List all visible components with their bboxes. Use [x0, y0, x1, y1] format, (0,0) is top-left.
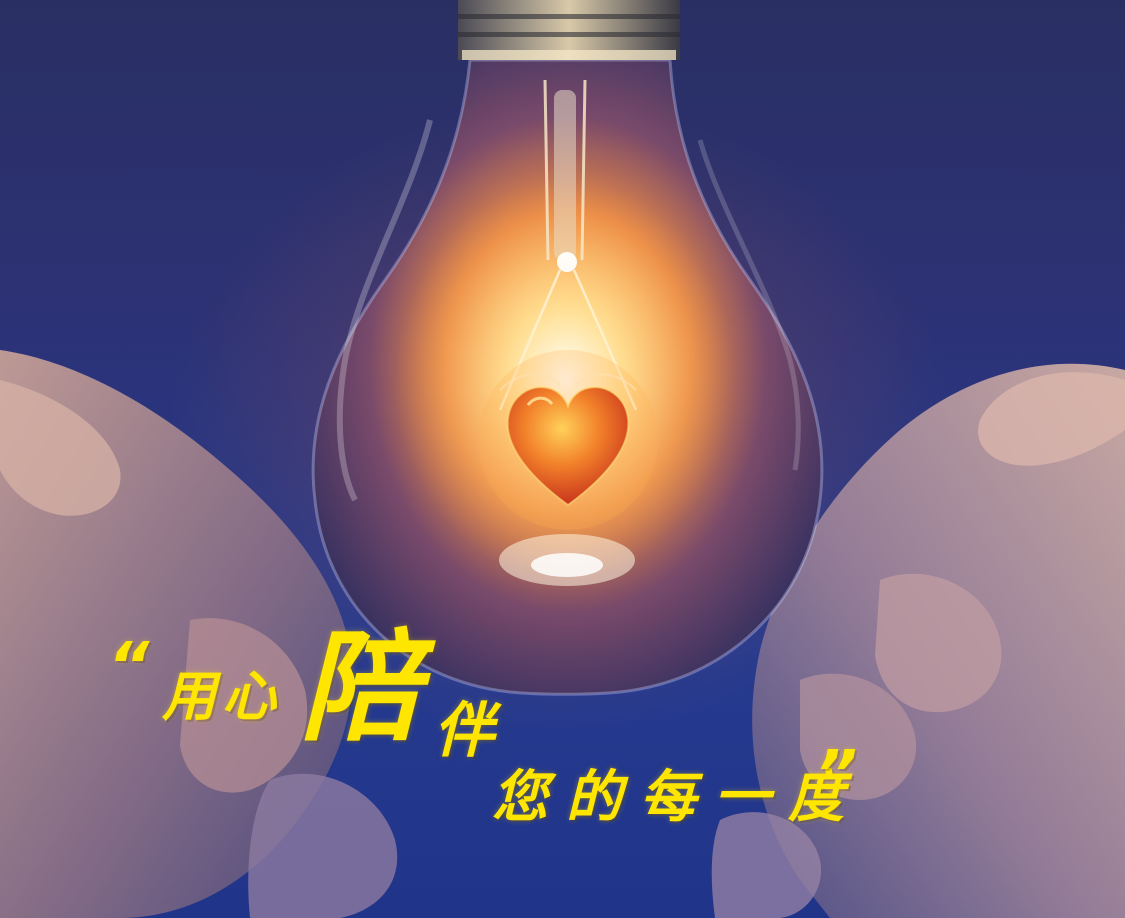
- slogan-quote-close: ”: [816, 738, 864, 812]
- slogan-part-c: 您的每一度: [492, 765, 862, 830]
- left-hand: [0, 350, 398, 918]
- slogan-quote-open: “: [108, 630, 156, 704]
- slogan-part-b: 伴: [434, 696, 500, 766]
- slogan-part-big: 陪: [300, 619, 420, 758]
- glowing-heart: [478, 350, 658, 530]
- right-hand: [711, 363, 1125, 918]
- light-bulb: [311, 0, 824, 696]
- slogan-part-a: 用心: [162, 665, 282, 728]
